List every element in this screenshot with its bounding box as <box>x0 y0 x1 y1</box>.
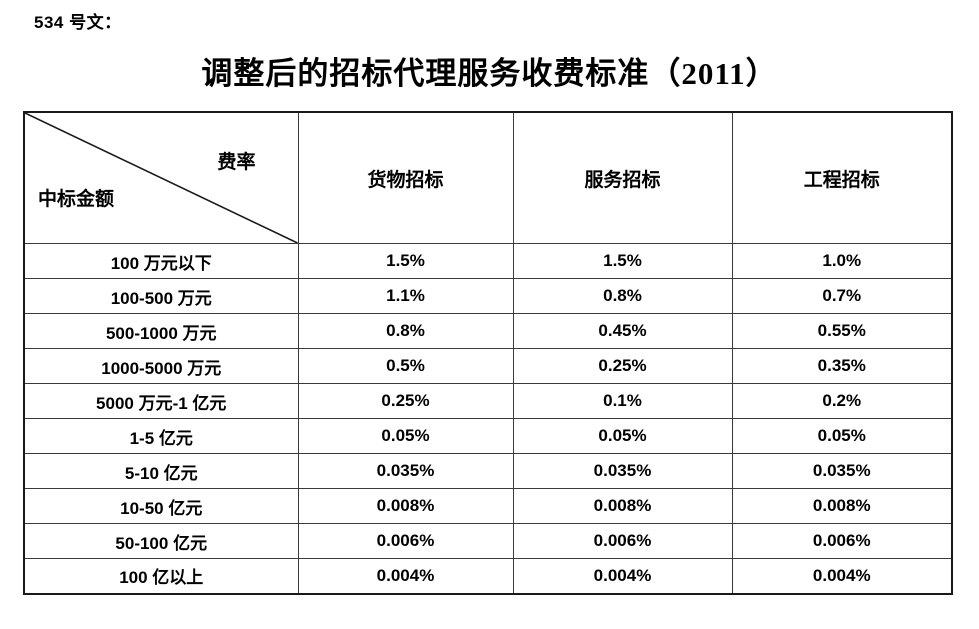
rate-cell: 1.1% <box>297 278 514 314</box>
rate-cell: 0.006% <box>512 523 733 559</box>
row-label: 100 万元以下 <box>23 243 299 279</box>
table-row: 10-50 亿元 0.008% 0.008% 0.008% <box>23 488 953 524</box>
rate-cell: 0.5% <box>297 348 514 384</box>
table-row: 1000-5000 万元 0.5% 0.25% 0.35% <box>23 348 953 384</box>
row-label: 50-100 亿元 <box>23 523 299 559</box>
table-row: 100-500 万元 1.1% 0.8% 0.7% <box>23 278 953 314</box>
rate-cell: 0.004% <box>731 558 953 594</box>
rate-cell: 0.7% <box>731 278 953 314</box>
table-row: 500-1000 万元 0.8% 0.45% 0.55% <box>23 313 953 349</box>
table-row: 1-5 亿元 0.05% 0.05% 0.05% <box>23 418 953 454</box>
corner-label-rate: 费率 <box>217 152 256 173</box>
rate-cell: 0.004% <box>297 558 514 594</box>
corner-cell-content: 费率 中标金额 <box>25 113 297 243</box>
rate-cell: 0.25% <box>512 348 733 384</box>
rate-cell: 0.008% <box>512 488 733 524</box>
rate-cell: 0.45% <box>512 313 733 349</box>
rate-cell: 0.8% <box>297 313 514 349</box>
rate-cell: 0.05% <box>731 418 953 454</box>
table-header-row: 费率 中标金额 货物招标 服务招标 工程招标 <box>23 111 953 244</box>
table-row: 5000 万元-1 亿元 0.25% 0.1% 0.2% <box>23 383 953 419</box>
doc-number: 534 号文： <box>34 13 122 32</box>
rate-cell: 0.1% <box>512 383 733 419</box>
rate-cell: 0.2% <box>731 383 953 419</box>
row-label: 500-1000 万元 <box>23 313 299 349</box>
rate-cell: 1.0% <box>731 243 953 279</box>
corner-cell: 费率 中标金额 <box>23 111 299 244</box>
table-row: 100 亿以上 0.004% 0.004% 0.004% <box>23 558 953 594</box>
rate-cell: 0.25% <box>297 383 514 419</box>
table-row: 5-10 亿元 0.035% 0.035% 0.035% <box>23 453 953 489</box>
rate-cell: 0.008% <box>731 488 953 524</box>
row-label: 5000 万元-1 亿元 <box>23 383 299 419</box>
column-header-services: 服务招标 <box>512 111 733 244</box>
rate-cell: 0.05% <box>297 418 514 454</box>
rate-cell: 0.004% <box>512 558 733 594</box>
fee-rate-table: 费率 中标金额 货物招标 服务招标 工程招标 100 万元以下 1.5% 1.5… <box>23 111 953 595</box>
page-title: 调整后的招标代理服务收费标准（2011） <box>201 56 778 91</box>
corner-label-amount: 中标金额 <box>38 189 115 210</box>
rate-cell: 0.008% <box>297 488 514 524</box>
diagonal-divider-line <box>25 113 297 243</box>
column-header-goods: 货物招标 <box>297 111 514 244</box>
row-label: 5-10 亿元 <box>23 453 299 489</box>
rate-cell: 1.5% <box>512 243 733 279</box>
rate-cell: 0.006% <box>731 523 953 559</box>
row-label: 10-50 亿元 <box>23 488 299 524</box>
row-label: 1-5 亿元 <box>23 418 299 454</box>
rate-cell: 0.035% <box>731 453 953 489</box>
rate-cell: 0.006% <box>297 523 514 559</box>
rate-cell: 0.35% <box>731 348 953 384</box>
rate-cell: 0.55% <box>731 313 953 349</box>
rate-cell: 1.5% <box>297 243 514 279</box>
row-label: 100 亿以上 <box>23 558 299 594</box>
column-header-engineering: 工程招标 <box>731 111 953 244</box>
row-label: 1000-5000 万元 <box>23 348 299 384</box>
row-label: 100-500 万元 <box>23 278 299 314</box>
rate-cell: 0.8% <box>512 278 733 314</box>
rate-cell: 0.035% <box>512 453 733 489</box>
rate-cell: 0.05% <box>512 418 733 454</box>
table-row: 100 万元以下 1.5% 1.5% 1.0% <box>23 243 953 279</box>
table-row: 50-100 亿元 0.006% 0.006% 0.006% <box>23 523 953 559</box>
rate-cell: 0.035% <box>297 453 514 489</box>
